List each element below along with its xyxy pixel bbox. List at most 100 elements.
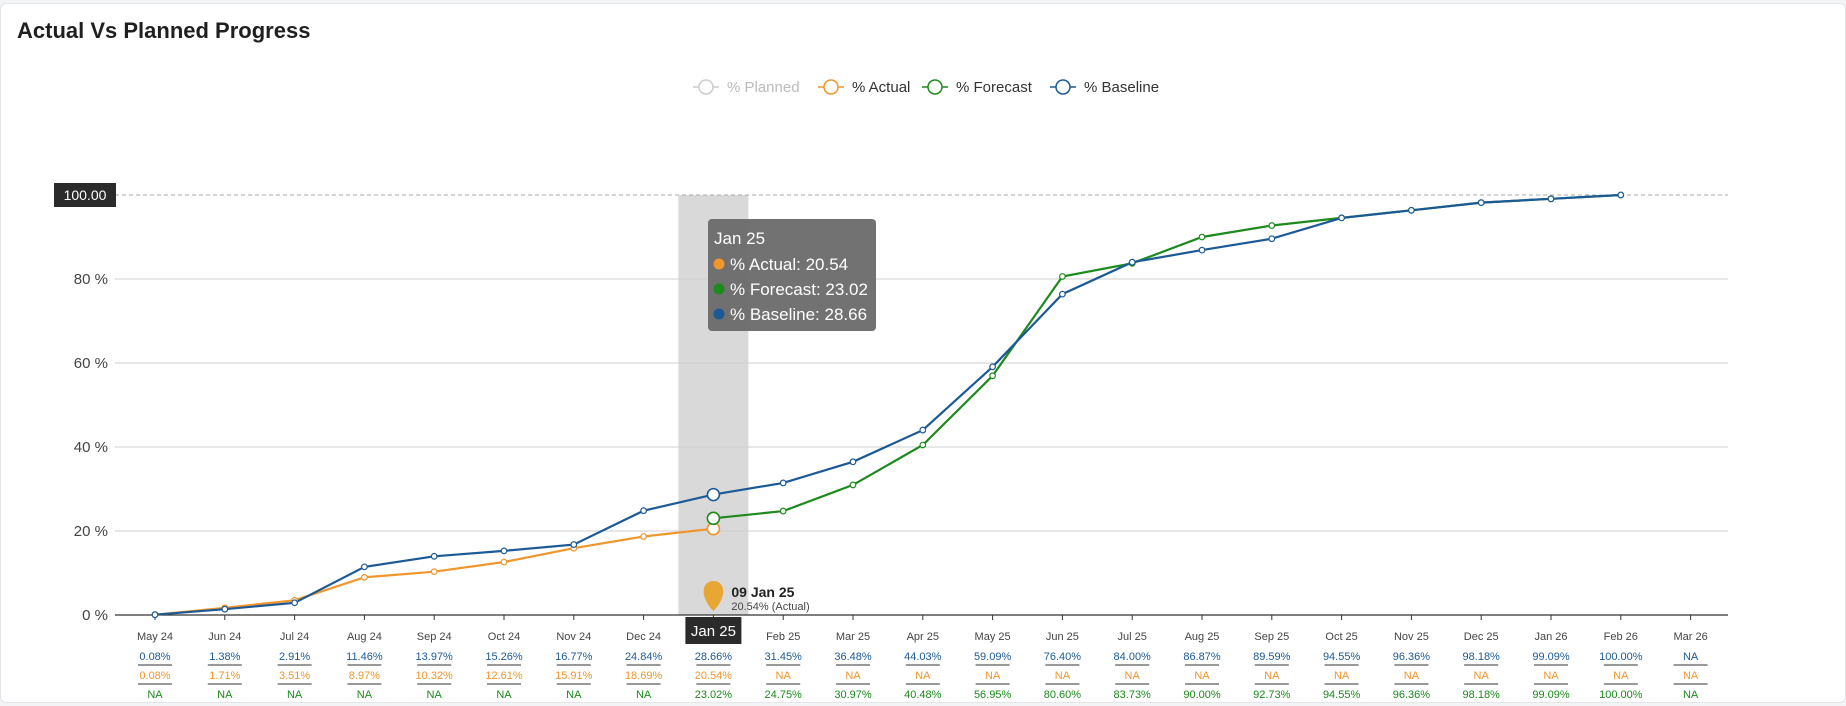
forecast-point[interactable] xyxy=(1058,273,1066,280)
max-label-badge xyxy=(54,183,116,207)
baseline-value-label: 2.91% xyxy=(279,651,310,663)
legend-baseline-label[interactable]: % Baseline xyxy=(1084,79,1159,96)
baseline-point[interactable] xyxy=(221,605,229,613)
legend-baseline-marker[interactable] xyxy=(1055,79,1071,95)
forecast-value-label: 98.18% xyxy=(1463,689,1501,701)
forecast-value-label: NA xyxy=(357,689,373,701)
forecast-value-label: NA xyxy=(496,689,512,701)
forecast-value-label: 94.55% xyxy=(1323,689,1361,701)
actual-point[interactable] xyxy=(430,568,438,576)
baseline-point[interactable] xyxy=(919,426,927,434)
actual-value-label: NA xyxy=(1683,670,1699,682)
y-tick-label: 0 % xyxy=(82,607,108,624)
actual-value-label: NA xyxy=(776,670,792,682)
baseline-value-label: 1.38% xyxy=(209,651,240,663)
baseline-point[interactable] xyxy=(430,552,438,560)
actual-value-label: 8.97% xyxy=(349,670,380,682)
actual-value-label: NA xyxy=(1474,670,1490,682)
x-tick-label: Feb 25 xyxy=(766,631,800,643)
x-axis-badge xyxy=(685,617,742,644)
baseline-point[interactable] xyxy=(570,541,578,548)
baseline-point[interactable] xyxy=(706,487,721,502)
x-tick-label: Aug 25 xyxy=(1185,631,1220,643)
x-tick-label: Feb 26 xyxy=(1604,631,1638,643)
baseline-point[interactable] xyxy=(151,611,159,619)
baseline-point[interactable] xyxy=(361,563,368,571)
forecast-value-label: 100.00% xyxy=(1599,689,1643,701)
forecast-point[interactable] xyxy=(1268,222,1276,229)
baseline-point[interactable] xyxy=(1338,214,1345,222)
actual-value-label: 15.91% xyxy=(555,670,593,682)
actual-point[interactable] xyxy=(361,573,368,581)
forecast-value-label: 23.02% xyxy=(695,689,733,701)
baseline-point[interactable] xyxy=(1617,191,1625,199)
x-tick-label: Jul 24 xyxy=(280,631,309,643)
forecast-point[interactable] xyxy=(989,372,996,380)
baseline-point[interactable] xyxy=(500,547,508,555)
forecast-value-label: 80.60% xyxy=(1044,689,1082,701)
baseline-value-label: 36.48% xyxy=(834,651,872,663)
x-axis-badge-label: Jan 25 xyxy=(691,623,736,640)
forecast-value-label: NA xyxy=(566,689,582,701)
tooltip-row: % Forecast: 23.02 xyxy=(730,280,868,299)
legend-planned-label[interactable]: % Planned xyxy=(727,79,800,96)
actual-value-label: 12.61% xyxy=(485,670,523,682)
legend-forecast-marker[interactable] xyxy=(927,79,943,95)
max-label: 100.00 xyxy=(64,187,107,203)
baseline-point[interactable] xyxy=(849,458,857,466)
tooltip-dot xyxy=(713,258,725,270)
baseline-point[interactable] xyxy=(1058,290,1066,298)
data-date-marker-icon[interactable] xyxy=(703,581,724,611)
x-tick-label: Dec 25 xyxy=(1464,631,1499,643)
forecast-value-label: 83.73% xyxy=(1114,689,1152,701)
baseline-value-label: 99.09% xyxy=(1532,651,1570,663)
baseline-point[interactable] xyxy=(1128,258,1136,266)
baseline-value-label: 94.55% xyxy=(1323,651,1361,663)
actual-value-label: NA xyxy=(1264,670,1280,682)
actual-point[interactable] xyxy=(500,558,508,566)
actual-value-label: 3.51% xyxy=(279,670,310,682)
baseline-point[interactable] xyxy=(640,507,647,515)
baseline-line xyxy=(154,193,1621,616)
forecast-value-label: 40.48% xyxy=(904,689,942,701)
baseline-point[interactable] xyxy=(1477,199,1485,207)
baseline-value-label: 13.97% xyxy=(416,651,454,663)
baseline-point[interactable] xyxy=(1268,235,1276,243)
forecast-point[interactable] xyxy=(849,481,857,489)
chart-card: Actual Vs Planned Progress xyxy=(0,3,1846,703)
x-tick-label: Jan 26 xyxy=(1534,631,1567,643)
data-date-title: 09 Jan 25 xyxy=(731,584,794,600)
actual-value-label: NA xyxy=(1543,670,1559,682)
actual-point[interactable] xyxy=(640,533,647,540)
x-tick-label: May 25 xyxy=(975,631,1011,643)
baseline-value-label: 24.84% xyxy=(625,651,663,663)
y-tick-label: 80 % xyxy=(74,271,108,288)
forecast-point[interactable] xyxy=(919,441,927,449)
baseline-value-label: 86.87% xyxy=(1183,651,1221,663)
actual-value-label: 0.08% xyxy=(139,670,170,682)
baseline-point[interactable] xyxy=(291,599,299,607)
forecast-value-label: NA xyxy=(147,689,163,701)
forecast-value-label: 24.75% xyxy=(765,689,803,701)
data-date-subtitle: 20.54% (Actual) xyxy=(731,601,809,613)
forecast-value-label: NA xyxy=(636,689,652,701)
forecast-value-label: NA xyxy=(217,689,233,701)
baseline-point[interactable] xyxy=(1547,195,1555,203)
x-tick-label: Jul 25 xyxy=(1118,631,1147,643)
x-tick-label: Sep 25 xyxy=(1254,631,1289,643)
baseline-point[interactable] xyxy=(1198,246,1206,254)
legend-forecast-label[interactable]: % Forecast xyxy=(956,79,1033,96)
legend-planned-marker[interactable] xyxy=(698,79,714,95)
forecast-point[interactable] xyxy=(779,507,787,515)
baseline-point[interactable] xyxy=(779,479,787,487)
forecast-point[interactable] xyxy=(706,511,721,526)
baseline-point[interactable] xyxy=(989,363,996,371)
tooltip-dot xyxy=(713,283,725,295)
legend-actual-marker[interactable] xyxy=(823,79,839,95)
forecast-point[interactable] xyxy=(1198,233,1206,241)
baseline-value-label: 15.26% xyxy=(485,651,523,663)
x-tick-label: May 24 xyxy=(137,631,173,643)
baseline-value-label: 89.59% xyxy=(1253,651,1291,663)
baseline-point[interactable] xyxy=(1407,206,1415,214)
legend-actual-label[interactable]: % Actual xyxy=(852,79,910,96)
